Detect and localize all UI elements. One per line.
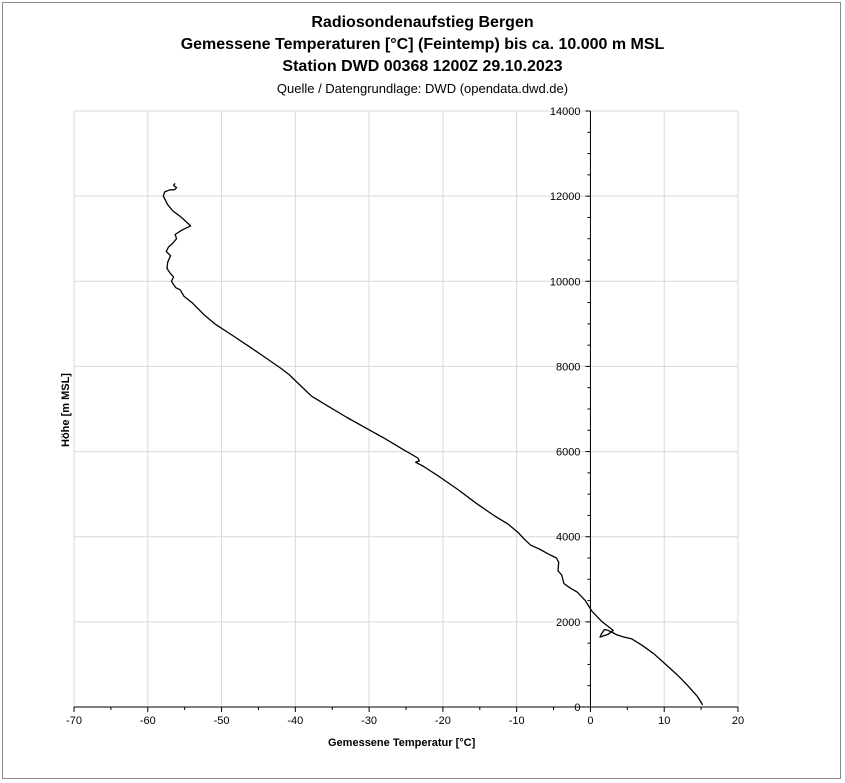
- x-tick-label: -70: [66, 715, 82, 727]
- x-tick-label: 0: [587, 715, 593, 727]
- y-tick-label: 14000: [550, 106, 581, 118]
- x-tick-label: 20: [732, 715, 744, 727]
- y-tick-label: 10000: [550, 276, 581, 288]
- y-tick-label: 0: [574, 702, 580, 714]
- y-tick-label: 4000: [556, 532, 580, 544]
- chart-title-line2: Gemessene Temperaturen [°C] (Feintemp) b…: [180, 36, 665, 53]
- y-tick-label: 8000: [556, 361, 580, 373]
- series-layer: [162, 183, 704, 706]
- grid-lines: [73, 110, 739, 708]
- y-tick-label: 12000: [550, 191, 581, 203]
- y-axis-label: Höhe [m MSL]: [60, 373, 72, 447]
- x-tick-label: -30: [361, 715, 377, 727]
- chart-title-block: Radiosondenaufstieg Bergen Gemessene Tem…: [0, 12, 845, 98]
- x-tick-label: -40: [287, 715, 303, 727]
- x-tick-label: -20: [435, 715, 451, 727]
- tick-labels: -70 -60 -50 -40 -30 -20 -10 0 10 20 0 2000 4000 6000 8…: [66, 106, 744, 727]
- temperature-profile-line: [162, 183, 704, 706]
- chart-subtitle: Quelle / Datengrundlage: DWD (opendata.d…: [276, 81, 569, 96]
- y-tick-label: 2000: [556, 617, 580, 629]
- y-tick-label: 6000: [556, 447, 580, 459]
- chart-title-line3: Station DWD 00368 1200Z 29.10.2023: [282, 58, 563, 75]
- axes: [73, 110, 739, 712]
- x-tick-label: -50: [214, 715, 230, 727]
- x-tick-label: -10: [509, 715, 525, 727]
- x-tick-label: 10: [658, 715, 670, 727]
- x-axis-label: Gemessene Temperatur [°C]: [328, 737, 476, 749]
- x-tick-label: -60: [140, 715, 156, 727]
- chart-title: Radiosondenaufstieg Bergen: [311, 14, 534, 31]
